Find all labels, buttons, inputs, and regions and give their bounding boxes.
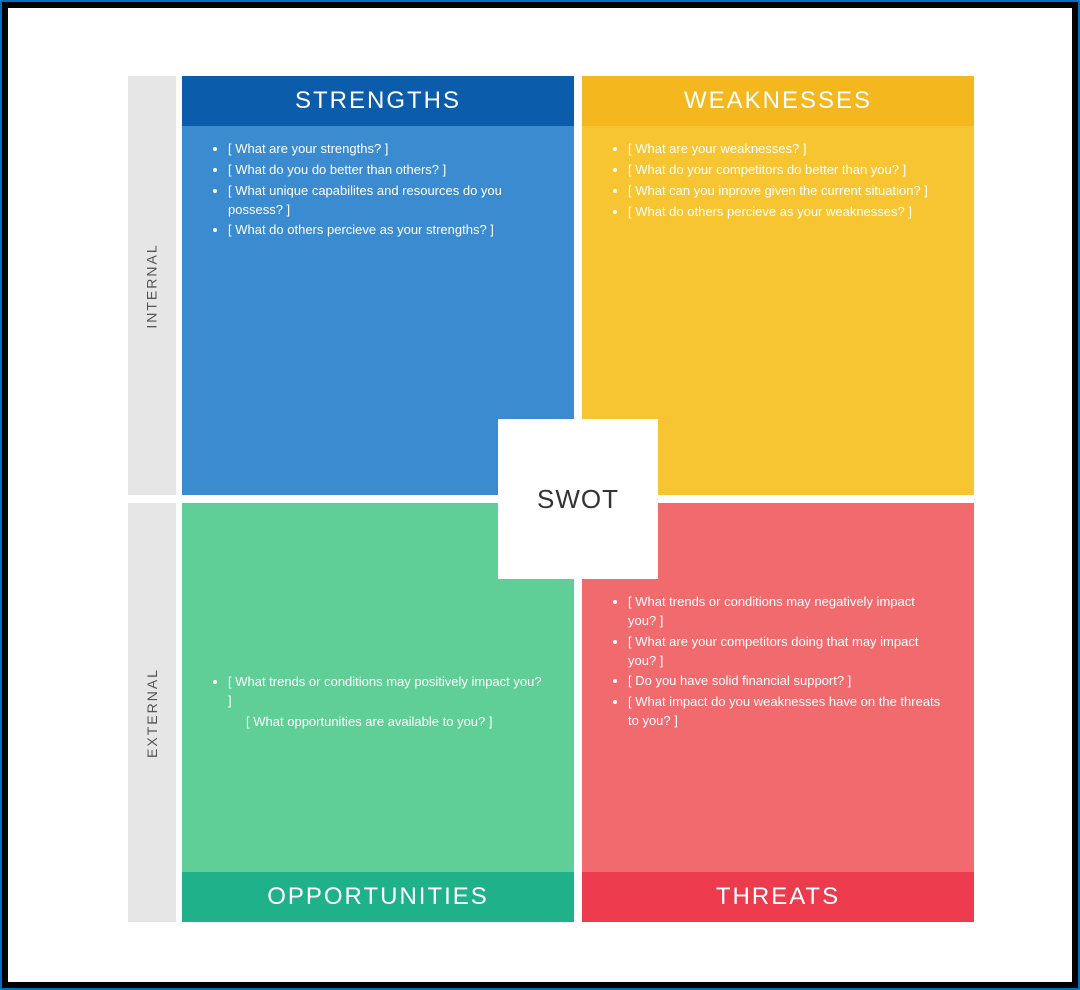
side-label-internal-text: INTERNAL: [144, 243, 160, 328]
threats-header: THREATS: [582, 872, 974, 922]
side-labels: INTERNAL EXTERNAL: [128, 76, 176, 922]
list-item: [ What can you inprove given the current…: [628, 182, 946, 201]
threats-list: [ What trends or conditions may negative…: [610, 593, 946, 731]
strengths-list: [ What are your strengths? ] [ What do y…: [210, 140, 546, 240]
list-item: [ What do your competitors do better tha…: [628, 161, 946, 180]
weaknesses-header: WEAKNESSES: [582, 76, 974, 126]
strengths-header: STRENGTHS: [182, 76, 574, 126]
list-item: [ What opportunities are available to yo…: [228, 713, 546, 732]
inner-frame: INTERNAL EXTERNAL STRENGTHS [ What are y…: [8, 8, 1072, 982]
list-item: [ What are your competitors doing that m…: [628, 633, 946, 671]
side-label-external: EXTERNAL: [128, 503, 176, 922]
swot-diagram: INTERNAL EXTERNAL STRENGTHS [ What are y…: [128, 76, 974, 922]
list-item: [ What do you do better than others? ]: [228, 161, 546, 180]
side-label-external-text: EXTERNAL: [144, 668, 160, 758]
list-item: [ What impact do you weaknesses have on …: [628, 693, 946, 731]
outer-frame: INTERNAL EXTERNAL STRENGTHS [ What are y…: [0, 0, 1080, 990]
list-item: [ What trends or conditions may positive…: [228, 673, 546, 711]
center-label: SWOT: [537, 484, 619, 515]
list-item: [ What trends or conditions may negative…: [628, 593, 946, 631]
list-item: [ Do you have solid financial support? ]: [628, 672, 946, 691]
side-label-internal: INTERNAL: [128, 76, 176, 495]
list-item: [ What are your weaknesses? ]: [628, 140, 946, 159]
list-item: [ What unique capabilites and resources …: [228, 182, 546, 220]
opportunities-list: [ What trends or conditions may positive…: [210, 673, 546, 732]
list-item: [ What are your strengths? ]: [228, 140, 546, 159]
list-item: [ What do others percieve as your streng…: [228, 221, 546, 240]
center-box: SWOT: [498, 419, 658, 579]
weaknesses-list: [ What are your weaknesses? ] [ What do …: [610, 140, 946, 221]
list-item: [ What do others percieve as your weakne…: [628, 203, 946, 222]
opportunities-header: OPPORTUNITIES: [182, 872, 574, 922]
